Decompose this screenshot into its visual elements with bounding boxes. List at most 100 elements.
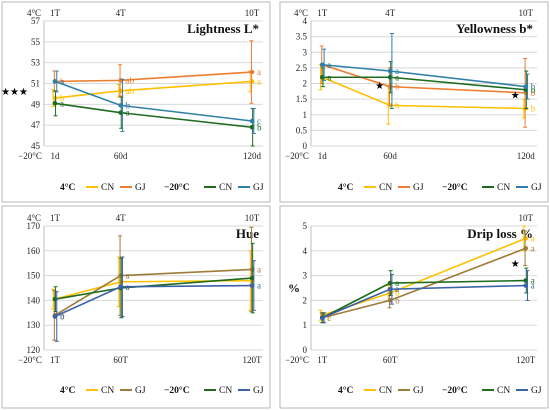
- y-tick-label: 140: [27, 295, 41, 305]
- significance-label: a: [60, 76, 64, 86]
- legend-entry-label: GJ: [135, 183, 146, 193]
- significance-label: a: [395, 278, 399, 288]
- significance-label: a: [327, 60, 331, 70]
- data-point: [387, 74, 393, 80]
- legend-group-label: −20°C: [164, 182, 190, 193]
- data-point: [320, 62, 325, 68]
- series-gj-minus20c: aab: [320, 33, 536, 109]
- significance-label: b: [60, 93, 65, 103]
- data-point: [523, 84, 528, 89]
- panel-frame: [1, 1, 271, 203]
- y-tick-label: 3: [303, 271, 308, 281]
- series-gj-4c: baa: [52, 226, 261, 341]
- y-tick-label: 45: [31, 141, 41, 151]
- legend-entry-label: CN: [497, 183, 510, 193]
- x-bottom-label: 60d: [114, 151, 128, 161]
- x-top-label: 1T: [317, 8, 328, 18]
- significance-label: a: [257, 264, 261, 274]
- x-bottom-label: −20°C: [18, 355, 42, 365]
- x-bottom-label: −20°C: [285, 151, 309, 161]
- significance-label: b: [60, 310, 65, 320]
- significance-label: b: [257, 122, 262, 132]
- significance-label: a: [395, 66, 399, 76]
- x-bottom-label: 60d: [383, 151, 397, 161]
- data-point: [387, 280, 393, 286]
- y-tick-label: 53: [31, 58, 41, 68]
- x-top-label: 4T: [385, 8, 396, 18]
- significance-label: a: [531, 281, 535, 291]
- significance-label: b: [531, 85, 536, 95]
- y-tick-label: 57: [31, 16, 41, 26]
- data-point: [118, 103, 123, 108]
- legend-entry-label: CN: [219, 386, 232, 396]
- y-tick-label: 47: [31, 120, 41, 130]
- y-tick-label: 3.5: [296, 32, 308, 42]
- y-tick-label: 4: [303, 246, 308, 256]
- x-bottom-label: −20°C: [285, 355, 309, 365]
- x-top-label: 10T: [245, 8, 260, 18]
- chart-panel-2: 00.511.522.533.544°C 1T 4T 10T−20°C 1d 60d 120…: [279, 1, 549, 203]
- significance-label: a: [257, 76, 261, 86]
- x-bottom-label: 120d: [517, 151, 536, 161]
- data-point: [52, 296, 58, 302]
- significance-label: b: [531, 88, 536, 98]
- legend-group-label: 4°C: [60, 182, 76, 193]
- y-tick-label: 55: [31, 37, 41, 47]
- significance-label: a: [126, 282, 130, 292]
- y-tick-label: 51: [31, 79, 40, 89]
- significance-label: b: [395, 288, 400, 298]
- data-point: [249, 79, 255, 84]
- significance-label: a: [126, 271, 130, 281]
- legend-entry-label: CN: [379, 386, 392, 396]
- legend: 4°C CN GJ −20°C CN GJ: [338, 385, 542, 396]
- legend-entry-label: GJ: [531, 386, 542, 396]
- legend-entry-label: CN: [101, 386, 114, 396]
- x-bottom-label: −20°C: [18, 151, 42, 161]
- y-tick-label: 1.5: [296, 94, 308, 104]
- panel-frame: [279, 1, 549, 203]
- significance-label: c: [257, 116, 261, 126]
- data-point: [118, 284, 123, 290]
- legend: 4°C CN GJ −20°C CN GJ: [60, 385, 264, 396]
- y-tick-label: 0: [303, 345, 308, 355]
- legend-entry-label: GJ: [413, 386, 424, 396]
- significance-label: b: [395, 295, 400, 305]
- x-bottom-label: 1T: [317, 355, 328, 365]
- legend-group-label: 4°C: [338, 182, 354, 193]
- data-point: [52, 95, 58, 101]
- x-bottom-label: 1T: [50, 355, 61, 365]
- y-tick-label: 150: [27, 271, 41, 281]
- significance-label: b: [60, 76, 65, 86]
- chart-title: Yellowness b*: [456, 21, 533, 36]
- data-point: [387, 286, 393, 292]
- y-tick-label: 1: [303, 320, 308, 330]
- legend-entry-label: GJ: [253, 386, 264, 396]
- star-marker: ★: [511, 90, 520, 101]
- significance-label: b: [395, 82, 400, 92]
- series-gj-4c: cba: [319, 230, 535, 324]
- data-point: [118, 88, 123, 94]
- legend-group-label: −20°C: [442, 182, 468, 193]
- y-tick-label: 2: [303, 79, 308, 89]
- legend-entry-label: CN: [219, 183, 232, 193]
- significance-label: b: [531, 104, 536, 114]
- legend-entry-label: GJ: [253, 183, 264, 193]
- data-point: [118, 279, 123, 285]
- x-bottom-label: 1d: [318, 151, 328, 161]
- legend-entry-label: GJ: [531, 183, 542, 193]
- x-top-label: 4°C: [27, 213, 41, 223]
- significance-label: a: [126, 108, 130, 118]
- x-top-label: 10T: [518, 8, 533, 18]
- y-axis-label: %: [288, 281, 300, 295]
- significance-label: a: [531, 276, 535, 286]
- x-bottom-label: 120T: [243, 355, 263, 365]
- y-tick-label: 0: [303, 141, 308, 151]
- legend: 4°C CN GJ −20°C CN GJ: [338, 182, 542, 193]
- data-point: [52, 314, 58, 319]
- significance-label: a: [257, 67, 261, 77]
- chart-title: Drip loss %: [467, 226, 533, 241]
- data-point: [523, 283, 528, 288]
- chart-title: Hue: [236, 226, 259, 241]
